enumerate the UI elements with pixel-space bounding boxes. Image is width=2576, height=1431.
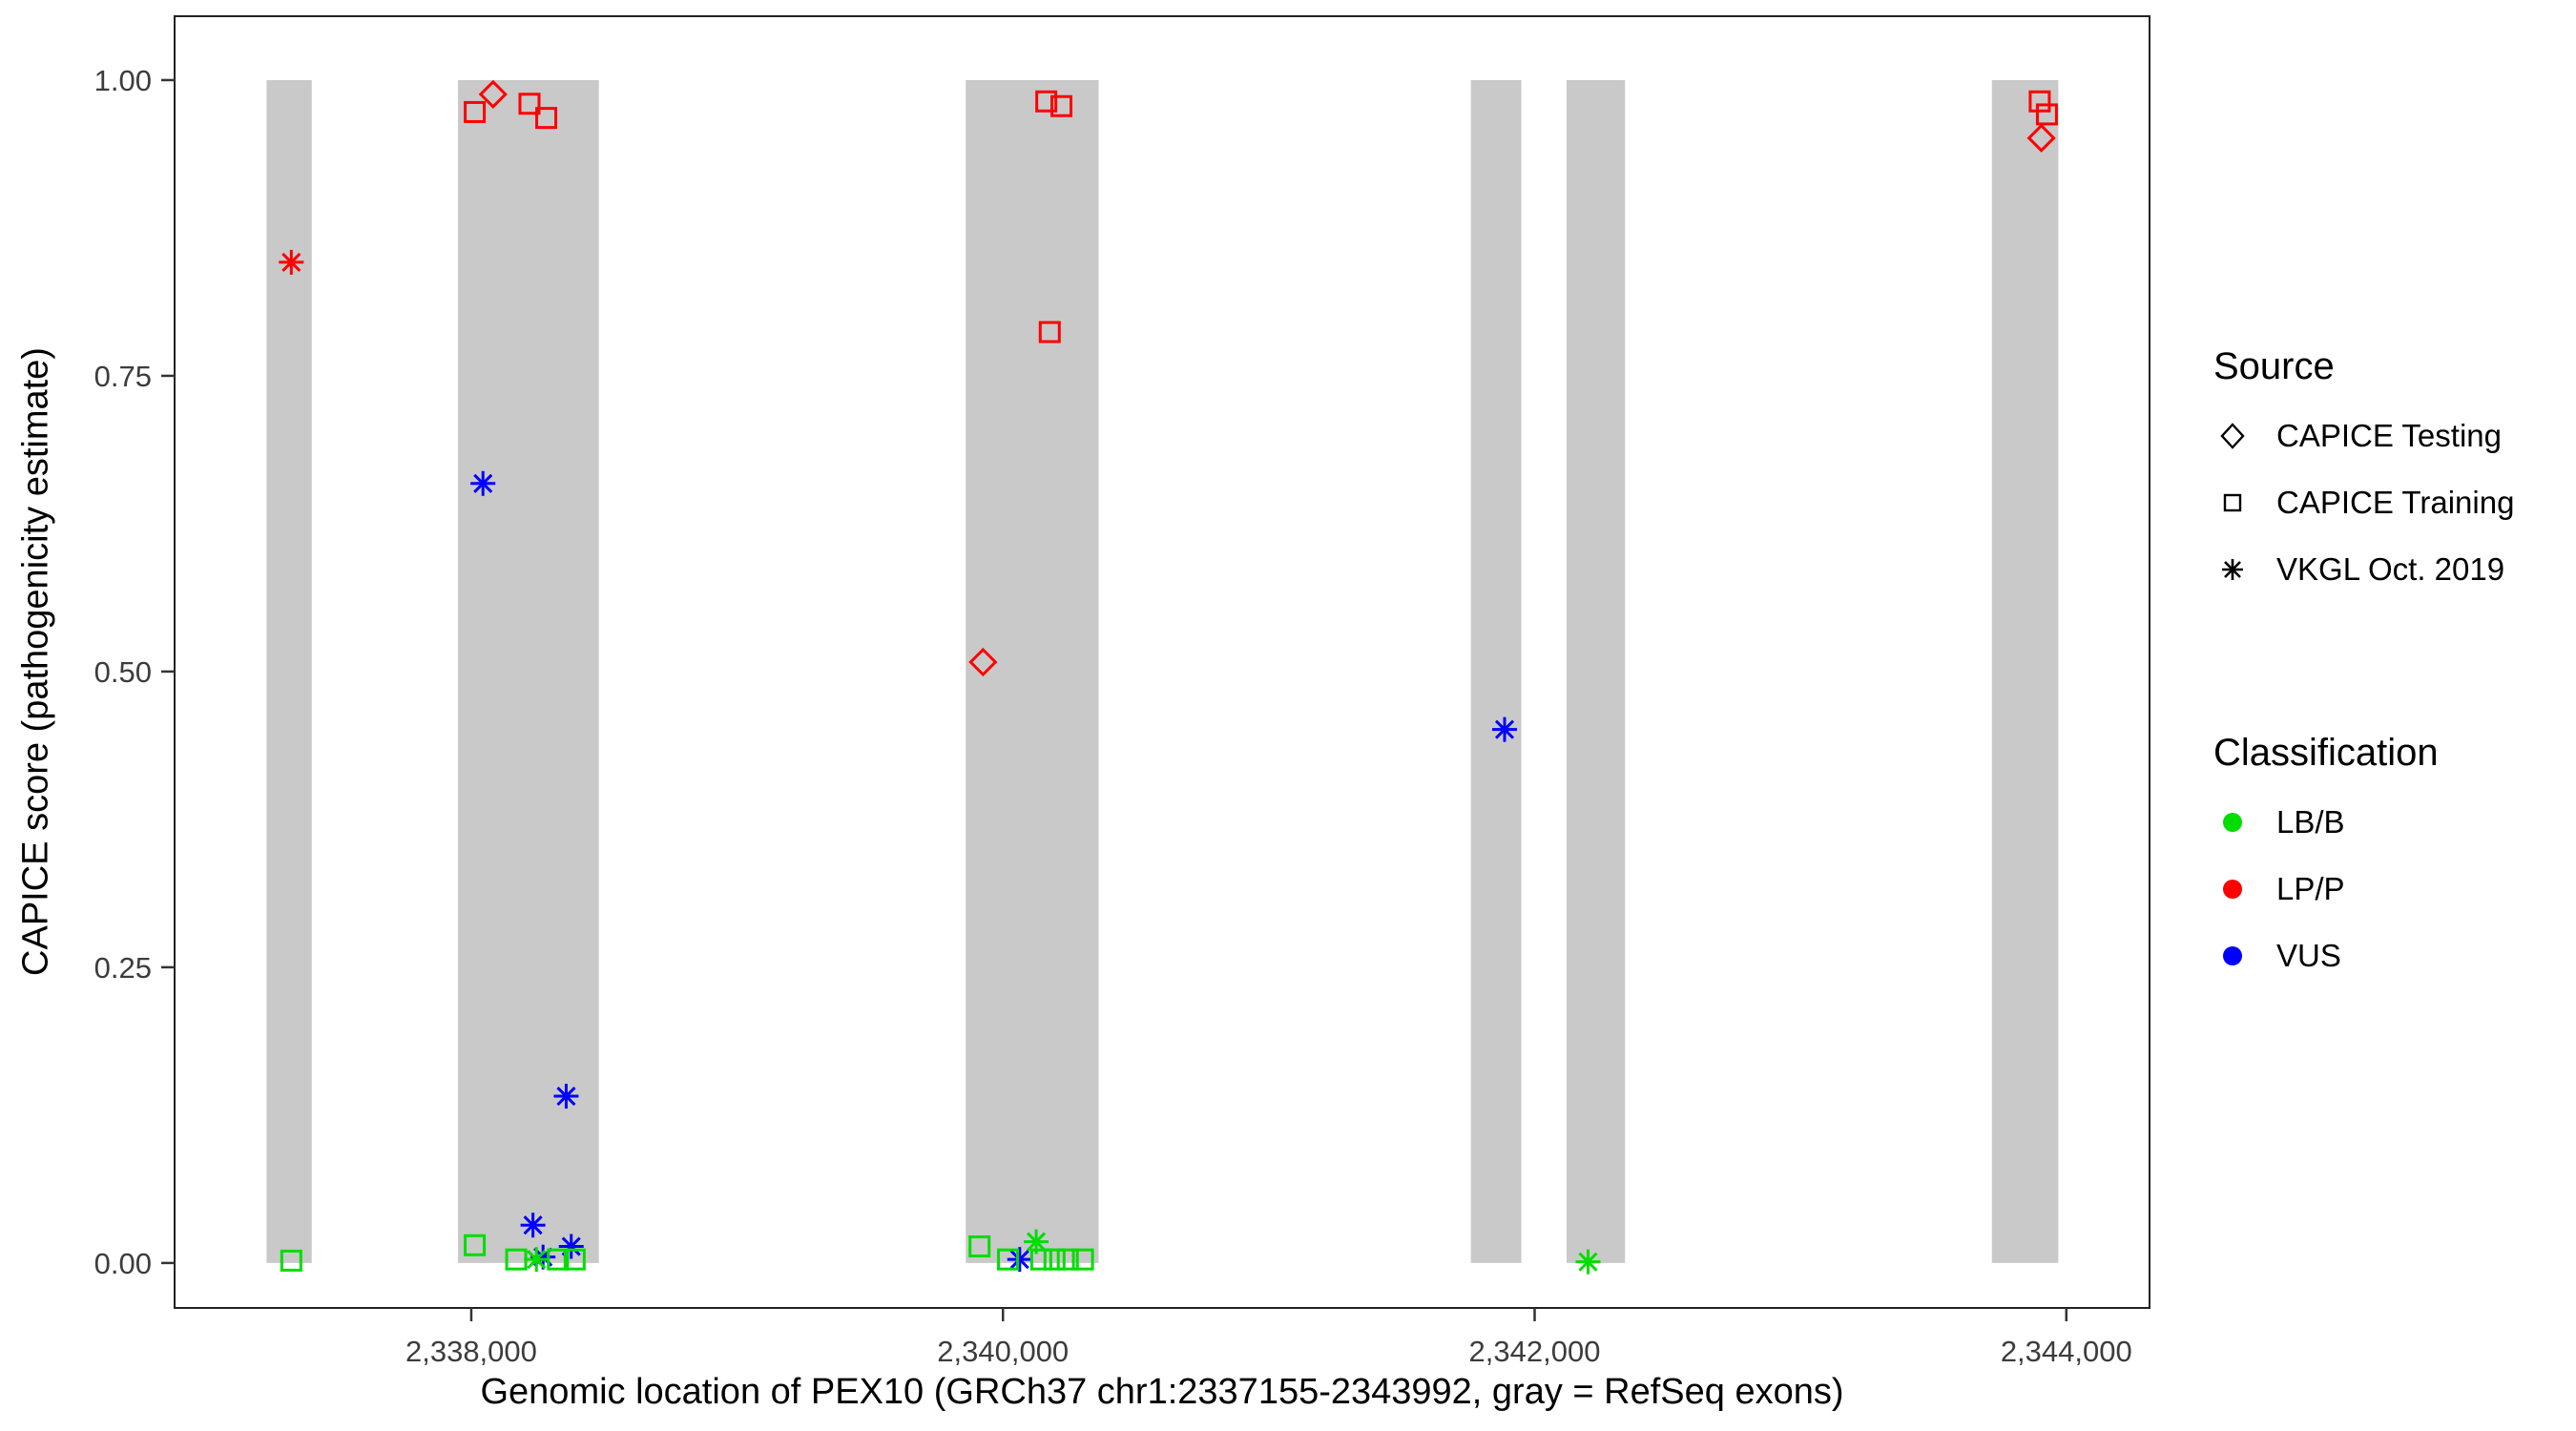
x-tick-label: 2,340,000	[937, 1335, 1069, 1368]
legend-label-capice-testing: CAPICE Testing	[2276, 418, 2502, 453]
data-point	[281, 252, 301, 272]
data-point	[968, 1235, 991, 1258]
data-point	[1050, 94, 1073, 117]
data-point	[968, 647, 998, 677]
legend-label-lbb: LB/B	[2276, 804, 2345, 840]
legend-source-title: Source	[2213, 345, 2335, 387]
data-point	[478, 79, 508, 109]
data-point	[1035, 90, 1058, 113]
lbb-dot-icon	[2223, 813, 2242, 832]
legend-label-capice-training: CAPICE Training	[2276, 485, 2515, 520]
data-point	[518, 93, 541, 115]
data-point	[556, 1086, 576, 1107]
exon-band	[1991, 79, 2059, 1263]
plot-panel-border	[174, 15, 2150, 1309]
vus-dot-icon	[2223, 946, 2242, 965]
diamond-icon	[2220, 423, 2245, 449]
data-point	[1027, 1232, 1047, 1252]
legend: Source CAPICE Testing CAPICE Training VK…	[2213, 345, 2514, 1004]
data-point	[1038, 321, 1061, 343]
exon-band	[266, 79, 312, 1263]
data-point	[1056, 1248, 1079, 1271]
data-point	[464, 1234, 487, 1256]
y-tick-label: 0.75	[94, 360, 152, 393]
data-point	[1029, 1248, 1052, 1271]
legend-item-lpp: LP/P	[2213, 870, 2514, 908]
data-point	[535, 107, 558, 130]
data-point	[2028, 90, 2051, 113]
y-tick-label: 0.00	[94, 1247, 152, 1280]
legend-item-capice-training: CAPICE Training	[2213, 484, 2514, 522]
exon-band	[458, 79, 599, 1263]
x-tick-label: 2,342,000	[1469, 1335, 1601, 1368]
y-tick-label: 1.00	[94, 64, 152, 97]
exon-band	[1566, 79, 1626, 1263]
data-point	[1578, 1252, 1598, 1272]
data-point	[1043, 1248, 1066, 1271]
data-point	[1494, 719, 1515, 739]
x-axis-title: Genomic location of PEX10 (GRCh37 chr1:2…	[480, 1372, 1844, 1412]
data-point	[473, 473, 493, 493]
data-point	[2035, 103, 2058, 126]
data-point	[280, 1249, 302, 1272]
exon-band	[1470, 79, 1522, 1263]
legend-label-vus: VUS	[2276, 938, 2341, 973]
data-point	[547, 1248, 570, 1271]
data-point	[2026, 123, 2056, 153]
legend-label-vkgl: VKGL Oct. 2019	[2276, 551, 2505, 587]
data-point	[523, 1215, 543, 1235]
legend-item-capice-testing: CAPICE Testing	[2213, 417, 2514, 455]
x-tick-label: 2,338,000	[405, 1335, 537, 1368]
legend-label-lpp: LP/P	[2276, 871, 2345, 906]
legend-item-lbb: LB/B	[2213, 803, 2514, 841]
data-point	[997, 1248, 1020, 1271]
square-icon	[2223, 493, 2242, 512]
asterisk-icon	[2222, 559, 2243, 580]
x-tick-label: 2,344,000	[2001, 1335, 2132, 1368]
data-point	[563, 1248, 586, 1271]
data-point	[527, 1250, 547, 1270]
y-axis-title: CAPICE score (pathogenicity estimate)	[15, 347, 56, 976]
lpp-dot-icon	[2223, 880, 2242, 899]
data-point	[464, 100, 487, 123]
y-tick-label: 0.50	[94, 655, 152, 689]
y-tick-label: 0.25	[94, 951, 152, 985]
legend-item-vus: VUS	[2213, 937, 2514, 975]
data-point	[1009, 1250, 1029, 1270]
legend-classification-title: Classification	[2213, 732, 2439, 774]
legend-section-gap	[2213, 617, 2514, 732]
legend-item-vkgl: VKGL Oct. 2019	[2213, 550, 2514, 589]
data-point	[1071, 1248, 1094, 1271]
